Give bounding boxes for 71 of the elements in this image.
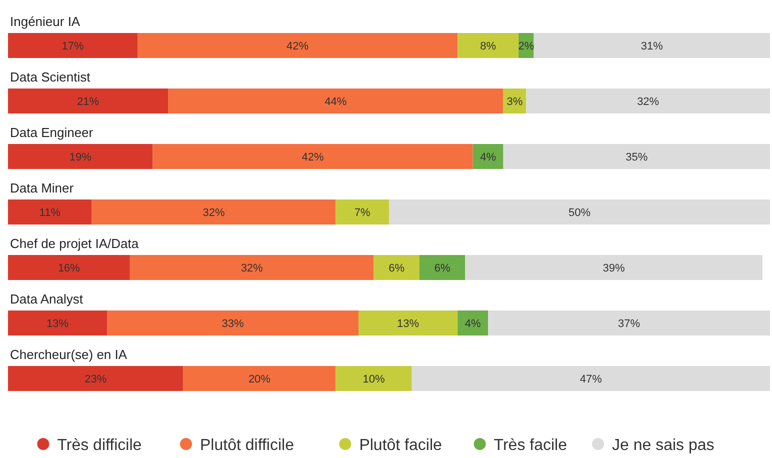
bar xyxy=(8,366,184,391)
data-label: 17% xyxy=(62,40,84,52)
y-tick-label: Ingénieur IA xyxy=(10,14,80,29)
bar xyxy=(336,366,412,391)
data-label: 31% xyxy=(640,40,664,52)
bar xyxy=(107,310,359,336)
data-label: 7% xyxy=(354,207,370,219)
data-label: 8% xyxy=(480,40,496,52)
bar xyxy=(412,366,770,391)
bar xyxy=(358,310,458,336)
legend-label: Très difficile xyxy=(57,437,142,454)
data-label: 42% xyxy=(286,40,309,52)
bar xyxy=(8,200,92,224)
legend-label: Je ne sais pas xyxy=(612,437,714,454)
data-label: 20% xyxy=(248,374,271,386)
bar xyxy=(458,33,519,58)
bar xyxy=(8,33,138,58)
y-tick-label: Data Engineer xyxy=(10,125,94,140)
bar xyxy=(130,255,374,280)
data-label: 4% xyxy=(480,152,496,164)
bar xyxy=(503,144,770,169)
data-label: 33% xyxy=(222,318,244,330)
bar xyxy=(8,310,108,336)
y-tick-label: Data Analyst xyxy=(10,292,84,306)
bar xyxy=(534,33,770,58)
y-tick-label: Chef de projet IA/Data xyxy=(10,236,140,251)
data-label: 23% xyxy=(84,374,107,386)
y-tick-label: Data Miner xyxy=(10,180,74,196)
bar xyxy=(419,255,466,280)
bar xyxy=(374,255,420,280)
bar xyxy=(92,200,336,224)
bar xyxy=(152,144,473,169)
bar xyxy=(458,310,488,336)
bar xyxy=(336,200,389,224)
data-label: 37% xyxy=(618,318,640,330)
legend-label: Plutôt facile xyxy=(359,437,442,454)
data-label: 13% xyxy=(397,318,420,330)
legend-label: Très facile xyxy=(494,437,568,454)
data-label: 35% xyxy=(626,152,648,164)
legend-label: Plutôt difficile xyxy=(200,437,294,454)
bar xyxy=(488,310,770,336)
y-tick-label: Chercheur(se) en IA xyxy=(10,347,128,362)
y-tick-label: Data Scientist xyxy=(10,70,91,84)
data-label: 10% xyxy=(362,374,385,386)
bar xyxy=(183,366,336,391)
bar xyxy=(8,255,130,280)
bar xyxy=(168,88,504,114)
data-label: 6% xyxy=(388,262,405,274)
data-label: 32% xyxy=(637,96,660,108)
data-label: 39% xyxy=(602,262,626,274)
data-label: 32% xyxy=(202,207,225,219)
data-label: 50% xyxy=(568,207,591,219)
data-label: 19% xyxy=(69,152,92,164)
data-label: 13% xyxy=(46,318,69,330)
data-label: 44% xyxy=(324,96,347,108)
data-label: 4% xyxy=(464,318,481,330)
data-label: 47% xyxy=(580,374,602,386)
bar xyxy=(8,144,153,169)
data-label: 42% xyxy=(302,152,324,164)
bar xyxy=(138,33,458,58)
data-label: 6% xyxy=(434,262,451,274)
data-label: 16% xyxy=(58,262,80,274)
bar xyxy=(389,200,770,224)
bar xyxy=(472,144,504,169)
bar xyxy=(465,255,762,280)
data-label: 3% xyxy=(506,96,523,108)
data-label: 11% xyxy=(39,207,61,219)
bar xyxy=(8,88,168,114)
data-label: 21% xyxy=(76,96,100,108)
bar xyxy=(526,88,770,114)
data-label: 32% xyxy=(240,262,264,274)
